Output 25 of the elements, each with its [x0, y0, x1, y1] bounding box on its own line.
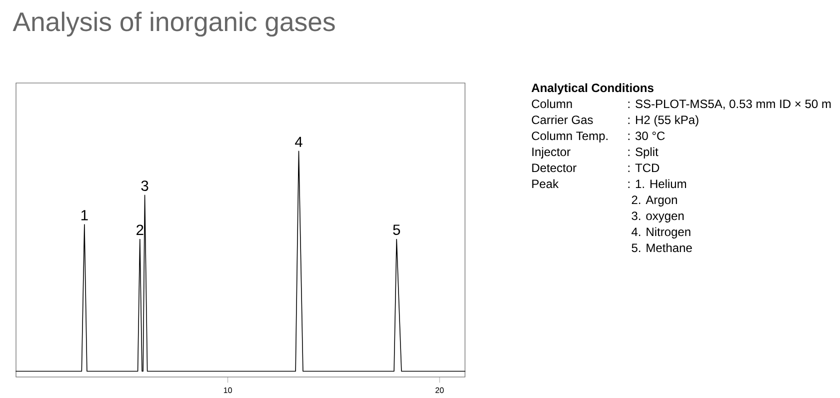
text: : Split: [628, 148, 658, 159]
text: 3. oxygen: [632, 212, 684, 223]
text: : TCD: [628, 164, 660, 172]
text: : 1. Helium: [628, 180, 686, 188]
annotation: 2: [136, 224, 144, 236]
text: : 30 °C: [628, 132, 665, 140]
text: Detector: [532, 164, 576, 172]
x-tick-label: 20: [436, 388, 444, 394]
text: Peak: [532, 180, 559, 188]
text: Analytical Conditions: [532, 84, 654, 95]
text: 4. Nitrogen: [632, 228, 690, 239]
text: : SS-PLOT-MS5A, 0.53 mm ID × 50 m: [628, 100, 831, 110]
annotation: 4: [295, 137, 302, 148]
text: Column: [532, 100, 572, 108]
x-tick-label: 10: [224, 388, 232, 394]
annotation: 5: [393, 224, 400, 236]
text: Injector: [532, 148, 570, 159]
annotation: 1: [81, 210, 88, 220]
text: 5. Methane: [632, 244, 692, 252]
text: Carrier Gas: [532, 116, 593, 124]
text: Column Temp.: [532, 132, 608, 143]
text: 2. Argon: [632, 196, 677, 207]
chart-title: Analysis of inorganic gases: [12, 12, 335, 37]
annotation: 3: [141, 180, 148, 192]
text: : H2 (55 kPa): [628, 116, 698, 127]
